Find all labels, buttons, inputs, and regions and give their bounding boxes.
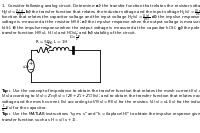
Text: function that relates the capacitor voltage and the input voltage $H_C(s) = \fra: function that relates the capacitor volt… (1, 13, 200, 24)
Text: $C\!=\!\frac{1}{2}$F: $C\!=\!\frac{1}{2}$F (69, 33, 81, 44)
Text: v(t): v(t) (23, 65, 30, 69)
Text: $\frac{1}{sC}\,I(s)$ for the capacitor.: $\frac{1}{sC}\,I(s)$ for the capacitor. (1, 103, 47, 115)
Text: $h_L(t)$; $\mathbf{f)}$ the impulse response when the output voltage is measured: $h_L(t)$; $\mathbf{f)}$ the impulse resp… (1, 24, 200, 32)
Text: +: + (29, 61, 33, 66)
Text: $V(s)$ according to $V(s) = Z_{eq}\,I(s) = (Z_R + Z_L + Z_C)\,I(s)$; and to obta: $V(s)$ according to $V(s) = Z_{eq}\,I(s)… (1, 92, 200, 101)
Text: i(t): i(t) (48, 41, 54, 45)
Text: 1.  Consider following analog circuit. Determine: $\mathbf{a)}$ the transfer fun: 1. Consider following analog circuit. De… (1, 1, 200, 9)
Text: R = 5Ω: R = 5Ω (36, 40, 50, 44)
Text: transfer function such as $H = s\,/\,(s + 1)$.: transfer function such as $H = s\,/\,(s … (1, 116, 77, 123)
Text: voltage is measured at the resistor $h_R(t)$; $\mathbf{e)}$ the impulse response: voltage is measured at the resistor $h_R… (1, 18, 200, 26)
Text: $\mathbf{Tip:}$ Use the MATLAB instructions "syms s" and "h = ilaplace(H)" to ob: $\mathbf{Tip:}$ Use the MATLAB instructi… (1, 111, 200, 119)
Text: $H_R(s) = \frac{V_R(s)}{V(s)}$  $\mathbf{b)}$ the transfer function that relates: $H_R(s) = \frac{V_R(s)}{V(s)}$ $\mathbf{… (1, 7, 200, 19)
Text: L = 1H: L = 1H (54, 40, 68, 44)
Text: $\mathbf{Tip:}$ Use the concept of impedance to obtain the transfer function tha: $\mathbf{Tip:}$ Use the concept of imped… (1, 87, 200, 95)
Text: voltage and the mesh current $I(s)$ according to $V_R(s) = R\,I(s)$ for the resi: voltage and the mesh current $I(s)$ acco… (1, 98, 200, 106)
Text: transfer function $H_R(s)$, $H_L(s)$ and $H_C(s)$; and $\mathbf{h)}$ stability o: transfer function $H_R(s)$, $H_L(s)$ and… (1, 29, 137, 37)
Text: −: − (28, 66, 33, 71)
